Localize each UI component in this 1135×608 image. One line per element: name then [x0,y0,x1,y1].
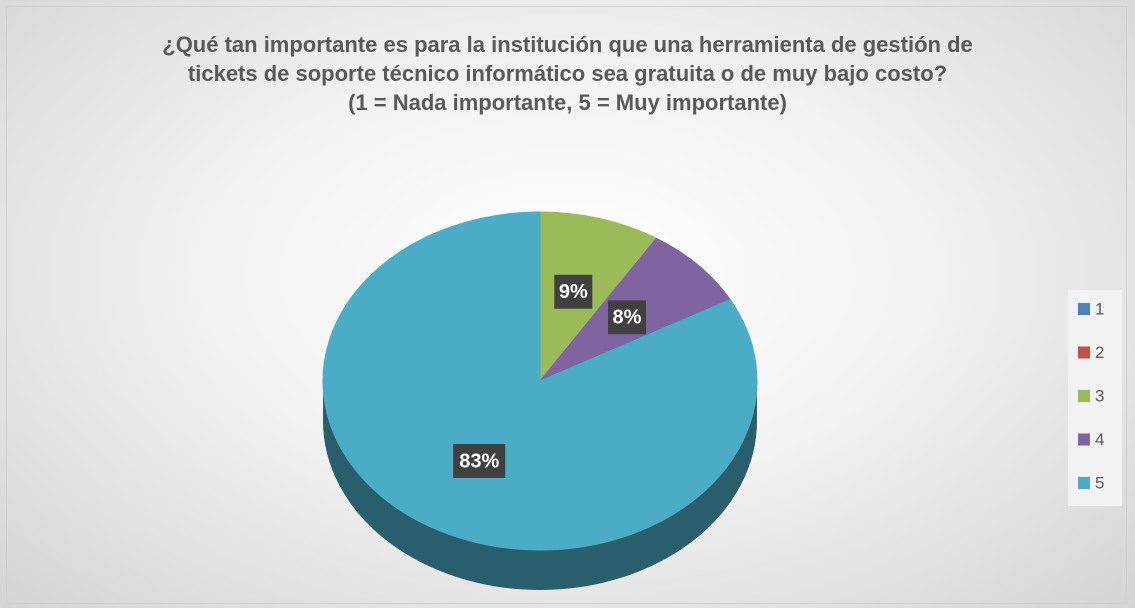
legend-label: 5 [1095,473,1104,492]
chart-title: ¿Qué tan importante es para la instituci… [162,32,973,86]
legend-box [1068,290,1122,506]
title-block: ¿Qué tan importante es para la instituci… [130,30,1005,117]
data-label-box [453,444,506,479]
legend-label: 2 [1095,343,1104,362]
slice [322,211,758,551]
legend-label: 3 [1095,386,1104,405]
data-label: 8% [613,307,642,329]
data-label: 83% [459,450,499,472]
legend-label: 4 [1095,430,1104,449]
data-label-box [608,300,647,335]
data-label: 9% [559,281,588,303]
legend-label: 1 [1095,299,1104,318]
legend-swatch [1078,303,1090,315]
legend-swatch [1078,477,1090,489]
slice [539,211,658,383]
legend-swatch [1078,390,1090,402]
chart-border [6,6,1127,604]
chart-subtitle: (1 = Nada importante, 5 = Muy importante… [348,90,787,115]
data-label-box [554,274,593,309]
slice-side [323,381,757,590]
legend-swatch [1078,346,1090,359]
legend-swatch [1078,433,1090,446]
